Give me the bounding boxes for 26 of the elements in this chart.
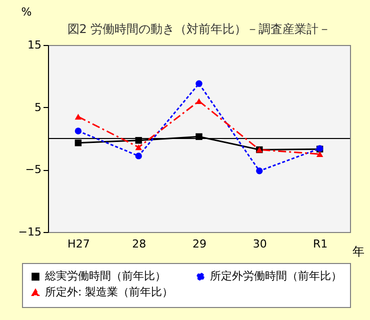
legend-label: 所定外労働時間（前年比） — [210, 270, 342, 283]
point — [196, 133, 202, 140]
legend-label: 総実労働時間（前年比） — [44, 270, 166, 283]
x-tick-label: R1 — [312, 238, 328, 250]
x-axis-title: 年 — [352, 244, 364, 258]
point — [196, 80, 202, 87]
point — [316, 151, 324, 157]
y-tick-label: −5 — [25, 163, 42, 176]
point — [135, 152, 142, 160]
point — [74, 128, 82, 134]
x-tick-label: 28 — [132, 238, 146, 250]
x-tick-label: H27 — [68, 238, 90, 250]
point — [74, 114, 82, 120]
point — [135, 137, 142, 144]
y-tick-label: 15 — [28, 38, 42, 52]
point — [135, 144, 142, 150]
y-axis-title: % — [21, 6, 32, 18]
point — [74, 140, 82, 146]
legend-label: 所定外: 製造業（前年比） — [45, 286, 174, 298]
chart-title: 図2 労働時間の動き（対前年比）－調査産業計－ — [67, 22, 331, 36]
y-tick-label: −15 — [18, 226, 42, 238]
y-tick-label: 5 — [34, 100, 42, 114]
point — [196, 98, 202, 104]
x-tick-label: 30 — [252, 238, 267, 250]
x-tick-label: 29 — [192, 238, 206, 250]
point — [256, 168, 263, 174]
